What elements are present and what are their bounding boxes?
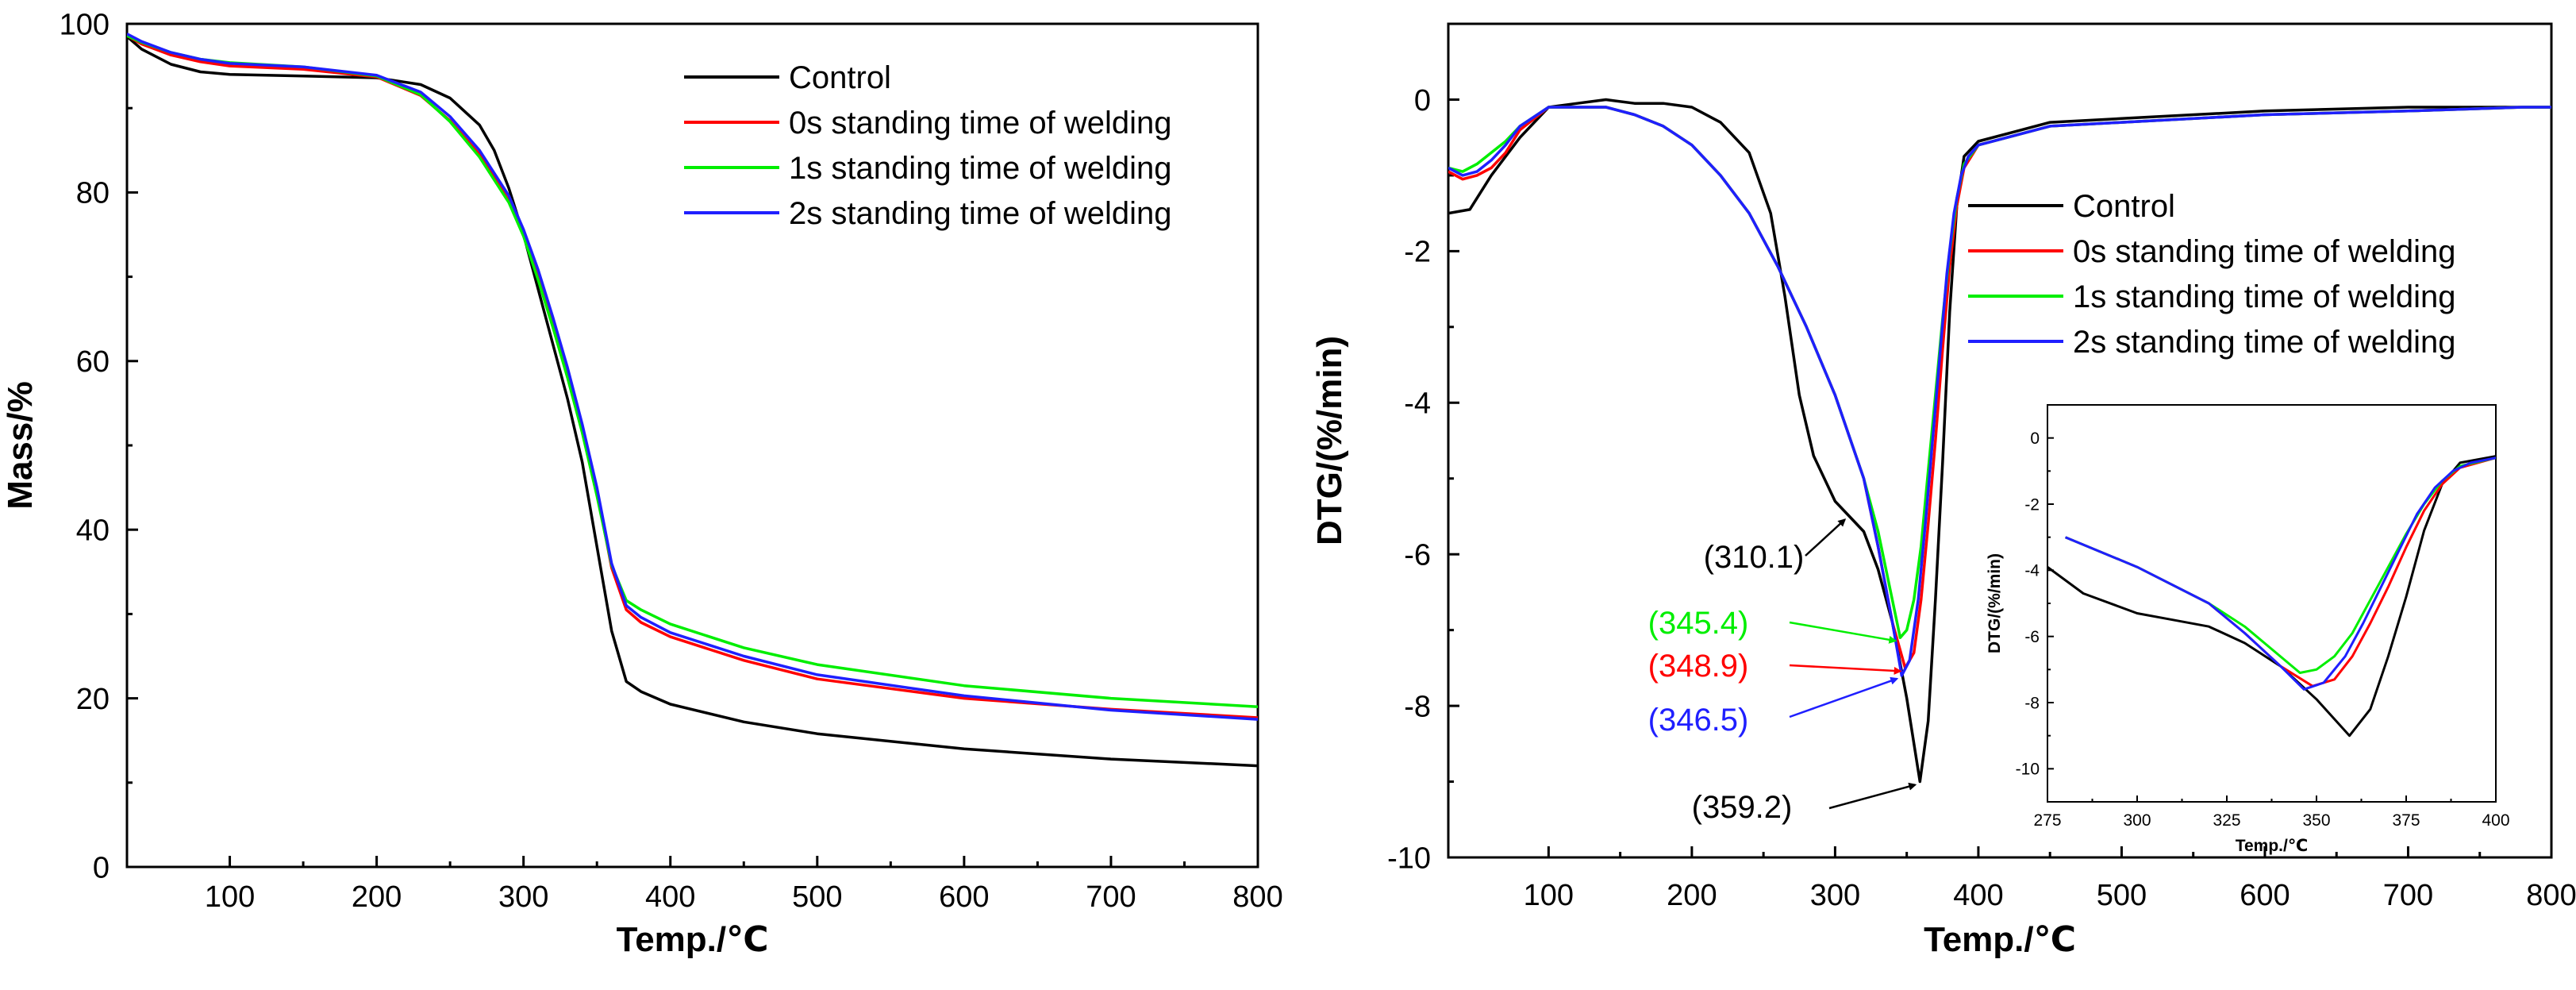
inset-x-tick-label: 400 xyxy=(2482,811,2509,830)
mass-y-axis-title: Mass/% xyxy=(1,381,40,509)
mass-x-tick-label: 300 xyxy=(498,880,548,914)
dtg-x-tick-label: 100 xyxy=(1524,879,1574,912)
dtg-y-tick-label: 0 xyxy=(1414,84,1431,117)
dtg-y-tick-label: -10 xyxy=(1387,842,1431,875)
inset-y-tick-label: 0 xyxy=(2030,430,2040,448)
inset-y-tick-label: -2 xyxy=(2024,495,2040,514)
dtg-x-axis-title: Temp./℃ xyxy=(1924,920,2076,959)
mass-legend-label-1s-standing-time-of-welding: 1s standing time of welding xyxy=(789,151,1172,186)
dtg-y-tick-label: -4 xyxy=(1404,387,1431,421)
mass-x-tick-label: 800 xyxy=(1232,880,1282,914)
mass-x-tick-label: 400 xyxy=(645,880,695,914)
dtg-annotation-label: (359.2) xyxy=(1692,790,1793,825)
inset-y-tick-label: -4 xyxy=(2024,562,2040,580)
dtg-annotation-arrow xyxy=(1789,621,1897,644)
dtg-legend-label-0s-standing-time-of-welding: 0s standing time of welding xyxy=(2073,234,2456,269)
inset-series-control xyxy=(2047,455,2496,738)
inset-x-tick-label: 300 xyxy=(2123,811,2151,830)
inset-y-axis-title: DTG/(%/min) xyxy=(1986,553,2004,653)
dtg-annotation-arrow xyxy=(1789,676,1899,718)
mass-x-axis-title: Temp./℃ xyxy=(617,920,769,959)
dtg-y-tick-label: -2 xyxy=(1404,236,1431,269)
mass-y-tick-label: 40 xyxy=(76,514,110,548)
dtg-annotation-arrow xyxy=(1789,664,1902,675)
mass-legend-label-2s-standing-time-of-welding: 2s standing time of welding xyxy=(789,196,1172,231)
inset-y-tick-label: -10 xyxy=(2016,761,2040,779)
dtg-plot-frame xyxy=(1447,22,2553,859)
inset-series-1s-standing-time-of-welding xyxy=(2065,456,2496,674)
mass-y-tick-label: 100 xyxy=(60,8,110,41)
dtg-x-tick-label: 500 xyxy=(2097,879,2147,912)
dtg-panel: 100 200 300 400 500 600 700 800 0 -2 -4 -6 -8 -10 Temp… xyxy=(1310,22,2576,959)
mass-y-tick-label: 20 xyxy=(76,683,110,716)
mass-y-tick-label: 60 xyxy=(76,345,110,379)
dtg-annotation-label: (310.1) xyxy=(1704,540,1805,575)
mass-panel: 100 200 300 400 500 600 700 800 0 20 40 60 80 100 Temp… xyxy=(1,8,1283,959)
dtg-y-tick-label: -8 xyxy=(1404,690,1431,723)
inset-x-axis-title: Temp./℃ xyxy=(2236,837,2309,855)
inset-x-tick-label: 325 xyxy=(2213,811,2240,830)
inset-y-tick-label: -8 xyxy=(2024,694,2040,712)
mass-x-tick-label: 600 xyxy=(939,880,989,914)
mass-legend-label-0s-standing-time-of-welding: 0s standing time of welding xyxy=(789,106,1172,141)
dtg-x-tick-label: 300 xyxy=(1810,879,1860,912)
dtg-series-control xyxy=(1448,98,2551,784)
inset-x-tick-label: 375 xyxy=(2392,811,2420,830)
dtg-legend-label-control: Control xyxy=(2073,189,2175,224)
inset-x-tick-label: 275 xyxy=(2033,811,2061,830)
mass-y-tick-label: 0 xyxy=(93,851,110,884)
dtg-x-tick-label: 700 xyxy=(2383,879,2433,912)
dtg-y-tick-label: -6 xyxy=(1404,538,1431,572)
mass-y-tick-label: 80 xyxy=(76,177,110,210)
inset-y-tick-label: -6 xyxy=(2024,628,2040,646)
dtg-annotation-arrow xyxy=(1805,518,1847,557)
mass-x-tick-label: 100 xyxy=(205,880,255,914)
inset-background xyxy=(2047,405,2496,802)
dtg-x-tick-label: 200 xyxy=(1667,879,1717,912)
dtg-y-axis-title: DTG/(%/min) xyxy=(1310,336,1349,545)
dtg-series-2s-standing-time-of-welding xyxy=(1448,106,2551,677)
dtg-annotation-label: (345.4) xyxy=(1648,606,1749,641)
dtg-annotation-arrow xyxy=(1828,782,1917,810)
dtg-x-tick-label: 800 xyxy=(2526,879,2576,912)
mass-series-2s-standing-time-of-welding xyxy=(127,33,1258,721)
dtg-x-tick-label: 600 xyxy=(2240,879,2290,912)
dtg-x-tick-label: 400 xyxy=(1953,879,2003,912)
dtg-annotation-label: (346.5) xyxy=(1648,703,1749,738)
mass-legend-label-control: Control xyxy=(789,60,891,95)
dtg-annotation-label: (348.9) xyxy=(1648,649,1749,684)
dtg-legend-label-2s-standing-time-of-welding: 2s standing time of welding xyxy=(2073,325,2456,360)
mass-x-tick-label: 500 xyxy=(792,880,842,914)
inset-x-tick-label: 350 xyxy=(2302,811,2330,830)
mass-x-tick-label: 200 xyxy=(352,880,402,914)
mass-x-tick-label: 700 xyxy=(1086,880,1136,914)
mass-series-control xyxy=(127,35,1258,768)
inset-series-2s-standing-time-of-welding xyxy=(2065,456,2496,691)
dtg-legend-label-1s-standing-time-of-welding: 1s standing time of welding xyxy=(2073,279,2456,314)
